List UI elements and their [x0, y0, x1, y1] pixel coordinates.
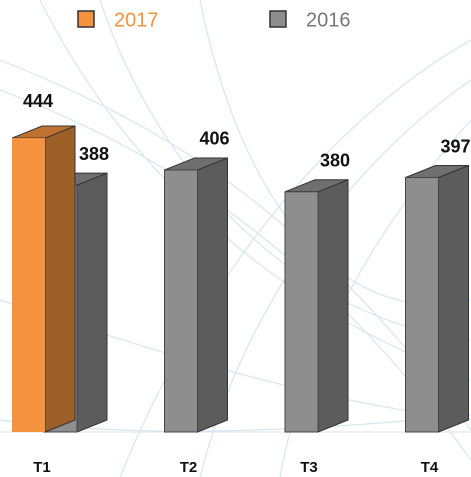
legend-label: 2017: [114, 9, 159, 31]
data-label: 406: [199, 129, 229, 149]
legend-swatch: [269, 10, 287, 28]
bar-front: [405, 177, 439, 433]
data-label: 444: [23, 91, 53, 111]
bar: [284, 179, 349, 433]
bar-side: [317, 179, 349, 433]
bar-side: [197, 157, 228, 433]
bar-front: [164, 169, 198, 433]
x-tick-label: T4: [421, 459, 439, 476]
data-label: 380: [320, 151, 350, 171]
bar-side: [438, 164, 469, 433]
legend-label: 2016: [306, 9, 351, 31]
bar-side: [76, 172, 108, 433]
x-tick-label: T2: [180, 459, 198, 476]
bar: [164, 157, 228, 433]
bar-side: [44, 125, 76, 433]
bar-front: [12, 138, 45, 433]
bar: [405, 164, 469, 433]
data-label: 388: [79, 144, 109, 164]
bar: [11, 125, 76, 433]
x-tick-label: T3: [300, 459, 318, 476]
data-label: 397: [440, 136, 470, 156]
legend-swatch: [77, 10, 95, 28]
x-tick-label: T1: [33, 459, 51, 476]
bar-front: [284, 191, 319, 433]
